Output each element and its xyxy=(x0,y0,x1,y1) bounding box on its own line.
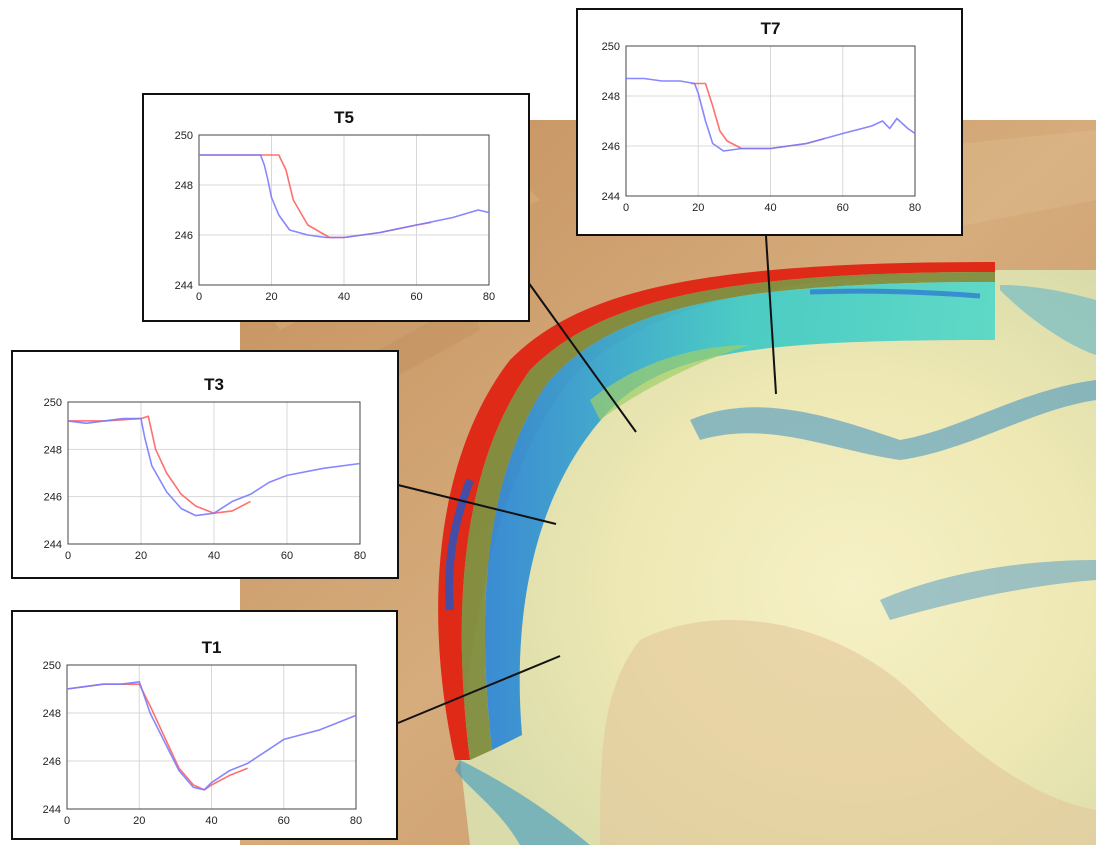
y-tick-label: 246 xyxy=(175,230,193,242)
chart-title: T3 xyxy=(204,375,224,394)
chart-svg-t1: T1 0 20 40 60 80 250 248 246 244 xyxy=(43,638,362,827)
y-tick-label: 248 xyxy=(43,708,61,720)
x-tick-label: 0 xyxy=(64,815,70,827)
chart-title: T1 xyxy=(202,638,222,657)
x-tick-label: 60 xyxy=(278,815,290,827)
y-tick-label: 244 xyxy=(602,191,620,203)
series-line-1 xyxy=(626,77,916,152)
series-line-1 xyxy=(199,154,490,239)
x-tick-label: 20 xyxy=(135,550,147,562)
channel-thalweg xyxy=(809,288,981,299)
chart-svg-t3: T3 0 20 40 60 80 250 248 246 244 xyxy=(44,375,366,562)
y-tick-label: 244 xyxy=(43,804,61,816)
x-tick-label: 80 xyxy=(483,291,495,303)
y-tick-label: 250 xyxy=(602,41,620,53)
chart-title: T7 xyxy=(761,19,781,38)
chart-svg-t5: T5 0 20 40 60 80 250 248 246 244 xyxy=(175,108,495,303)
x-tick-label: 40 xyxy=(338,291,350,303)
leader-line-t1 xyxy=(397,655,561,724)
x-tick-label: 20 xyxy=(265,291,277,303)
x-tick-label: 80 xyxy=(350,815,362,827)
x-tick-label: 60 xyxy=(281,550,293,562)
plot-frame xyxy=(67,401,361,545)
y-tick-label: 244 xyxy=(175,280,193,292)
x-tick-label: 0 xyxy=(196,291,202,303)
leader-line-t7 xyxy=(765,235,777,395)
x-tick-label: 40 xyxy=(764,202,776,214)
x-tick-label: 20 xyxy=(133,815,145,827)
inset-chart-t3: T3 0 20 40 60 80 250 248 246 244 xyxy=(11,350,399,579)
x-tick-label: 80 xyxy=(354,550,366,562)
scour-channel xyxy=(1000,285,1096,355)
x-tick-label: 40 xyxy=(208,550,220,562)
y-tick-label: 250 xyxy=(175,130,193,142)
x-tick-label: 0 xyxy=(623,202,629,214)
y-tick-label: 250 xyxy=(44,397,62,409)
y-tick-label: 248 xyxy=(602,91,620,103)
leader-line-t5 xyxy=(527,281,637,433)
plot-frame xyxy=(625,45,916,197)
x-tick-label: 20 xyxy=(692,202,704,214)
y-tick-label: 248 xyxy=(44,444,62,456)
dune-field xyxy=(600,620,1096,845)
y-tick-label: 248 xyxy=(175,180,193,192)
y-tick-label: 250 xyxy=(43,660,61,672)
x-tick-label: 60 xyxy=(410,291,422,303)
point-bar-green xyxy=(590,345,750,420)
channel-thalweg xyxy=(445,478,474,611)
x-tick-label: 40 xyxy=(205,815,217,827)
scour-channel xyxy=(880,560,1096,620)
plot-frame xyxy=(198,134,490,286)
plot-frame xyxy=(66,664,357,810)
scour-channel xyxy=(690,380,1096,460)
y-tick-label: 244 xyxy=(44,539,62,551)
scour-channel xyxy=(455,760,590,845)
leader-line-t3 xyxy=(397,484,557,525)
y-tick-label: 246 xyxy=(44,492,62,504)
chart-svg-t7: T7 0 20 40 60 80 250 248 246 244 xyxy=(602,19,921,214)
inset-chart-t7: T7 0 20 40 60 80 250 248 246 244 xyxy=(576,8,963,236)
x-tick-label: 80 xyxy=(909,202,921,214)
series-line-1 xyxy=(67,417,361,517)
inset-chart-t1: T1 0 20 40 60 80 250 248 246 244 xyxy=(11,610,398,840)
x-tick-label: 60 xyxy=(837,202,849,214)
x-tick-label: 0 xyxy=(65,550,71,562)
y-tick-label: 246 xyxy=(43,756,61,768)
series-line-1 xyxy=(66,681,357,791)
inset-chart-t5: T5 0 20 40 60 80 250 248 246 244 xyxy=(142,93,530,322)
chart-title: T5 xyxy=(334,108,354,127)
y-tick-label: 246 xyxy=(602,141,620,153)
